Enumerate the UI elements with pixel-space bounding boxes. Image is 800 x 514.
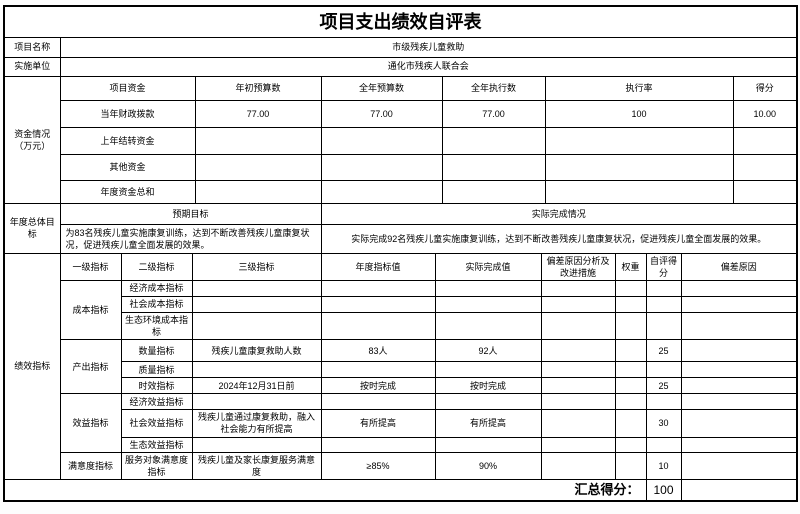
- indicators-section-label: 绩效指标: [5, 253, 61, 481]
- funds-header-initial: 年初预算数: [195, 76, 322, 101]
- funds-table: 资金情况（万元） 项目资金 年初预算数 全年预算数 全年执行数 执行率 得分 当…: [5, 76, 796, 204]
- info-table: 项目名称 市级残疾儿童救助 实施单位 通化市残疾人联合会: [5, 38, 796, 77]
- ind-actual: 90%: [435, 452, 542, 481]
- funds-header-rate: 执行率: [545, 76, 734, 101]
- table-row: 社会成本指标: [5, 296, 796, 314]
- summary-table: 汇总得分： 100: [5, 480, 796, 501]
- ind-header-analysis: 偏差原因分析及改进措施: [541, 253, 616, 282]
- fund-row-name: 年度资金总和: [60, 180, 196, 204]
- ind-l2: 经济成本指标: [121, 280, 193, 298]
- ind-score: 25: [646, 377, 682, 395]
- ind-header-weight: 权重: [615, 253, 647, 282]
- ind-l2: 时效指标: [121, 377, 193, 395]
- table-row: 生态环境成本指标: [5, 312, 796, 341]
- ind-l1-output: 产出指标: [60, 339, 122, 395]
- ind-l1-cost: 成本指标: [60, 280, 122, 341]
- table-row: 其他资金: [5, 154, 796, 181]
- table-row: 效益指标 经济效益指标: [5, 393, 796, 453]
- ind-header-actual: 实际完成值: [435, 253, 542, 282]
- fund-executed: 77.00: [442, 100, 546, 128]
- goal-actual-header: 实际完成情况: [321, 204, 796, 225]
- ind-target: 按时完成: [321, 377, 436, 395]
- ind-l1-satisfaction: 满意度指标: [60, 452, 122, 481]
- ind-l2: 经济效益指标: [121, 393, 193, 411]
- funds-header-score: 得分: [733, 76, 796, 101]
- indicators-table: 绩效指标 一级指标 二级指标 三级指标 年度指标值 实际完成值 偏差原因分析及改…: [5, 253, 796, 481]
- ind-l2: 服务对象满意度指标: [121, 452, 193, 481]
- goal-actual-text: 实际完成92名残疾儿童实施康复训练，达到不断改善残疾儿童康复状况，促进残疾儿童全…: [321, 224, 796, 254]
- ind-l2: 社会效益指标: [121, 409, 193, 438]
- fund-rate: 100: [545, 100, 734, 128]
- ind-l2: 生态效益指标: [121, 437, 193, 453]
- ind-score: 25: [646, 339, 682, 363]
- funds-section-label: 资金情况（万元）: [5, 76, 61, 204]
- table-row: 质量指标: [5, 361, 796, 379]
- summary-label: 汇总得分：: [5, 480, 647, 501]
- funds-header-executed: 全年执行数: [442, 76, 546, 101]
- ind-target: ≥85%: [321, 452, 436, 481]
- table-row: 上年结转资金: [5, 127, 796, 155]
- ind-header-l1: 一级指标: [60, 253, 122, 282]
- fund-row-name: 上年结转资金: [60, 127, 196, 155]
- fund-score: 10.00: [733, 100, 796, 128]
- fund-row-name: 其他资金: [60, 154, 196, 181]
- table-row: 成本指标 经济成本指标: [5, 280, 796, 341]
- ind-l2: 数量指标: [121, 339, 193, 363]
- ind-header-l2: 二级指标: [121, 253, 193, 282]
- goal-expected-header: 预期目标: [60, 204, 322, 225]
- ind-l2: 社会成本指标: [121, 296, 193, 314]
- goal-section-label: 年度总体目标: [5, 204, 61, 254]
- unit-label: 实施单位: [5, 57, 61, 77]
- goal-expected-text: 为83名残疾儿童实施康复训练，达到不断改善残疾儿童康复状况，促进残疾儿童全面发展…: [60, 224, 322, 254]
- page-title: 项目支出绩效自评表: [5, 7, 796, 38]
- table-row: 年度资金总和: [5, 180, 796, 204]
- project-name-value: 市级残疾儿童救助: [60, 38, 796, 58]
- unit-value: 通化市残疾人联合会: [60, 57, 796, 77]
- title-table: 项目支出绩效自评表: [5, 7, 796, 38]
- ind-l3: 残疾儿童通过康复救助，融入社会能力有所提高: [192, 409, 322, 438]
- summary-value: 100: [646, 480, 682, 501]
- ind-actual: 按时完成: [435, 377, 542, 395]
- table-row: 满意度指标 服务对象满意度指标 残疾儿童及家长康复服务满意度 ≥85% 90% …: [5, 452, 796, 481]
- table-row: 当年财政拨款 77.00 77.00 77.00 100 10.00: [5, 100, 796, 128]
- table-row: 时效指标 2024年12月31日前 按时完成 按时完成 25: [5, 377, 796, 395]
- ind-l3: 残疾儿童及家长康复服务满意度: [192, 452, 322, 481]
- ind-target: 有所提高: [321, 409, 436, 438]
- ind-header-score: 自评得分: [646, 253, 682, 282]
- self-evaluation-form: 项目支出绩效自评表 项目名称 市级残疾儿童救助 实施单位 通化市残疾人联合会 资…: [3, 5, 798, 503]
- fund-row-name: 当年财政拨款: [60, 100, 196, 128]
- table-row: 生态效益指标: [5, 437, 796, 453]
- ind-target: 83人: [321, 339, 436, 363]
- table-row: 产出指标 数量指标 残疾儿童康复救助人数 83人 92人 25: [5, 339, 796, 395]
- ind-l3: 2024年12月31日前: [192, 377, 322, 395]
- ind-actual: 有所提高: [435, 409, 542, 438]
- annual-goal-table: 年度总体目标 预期目标 实际完成情况 为83名残疾儿童实施康复训练，达到不断改善…: [5, 204, 796, 254]
- fund-initial: 77.00: [195, 100, 322, 128]
- ind-l2: 质量指标: [121, 361, 193, 379]
- ind-header-target: 年度指标值: [321, 253, 436, 282]
- ind-l2: 生态环境成本指标: [121, 312, 193, 341]
- project-name-label: 项目名称: [5, 38, 61, 58]
- fund-budget: 77.00: [321, 100, 443, 128]
- ind-actual: 92人: [435, 339, 542, 363]
- ind-score: 30: [646, 409, 682, 438]
- ind-score: 10: [646, 452, 682, 481]
- ind-l3: 残疾儿童康复救助人数: [192, 339, 322, 363]
- summary-reason-cell: [681, 480, 796, 500]
- table-row: 社会效益指标 残疾儿童通过康复救助，融入社会能力有所提高 有所提高 有所提高 3…: [5, 409, 796, 438]
- ind-l1-benefit: 效益指标: [60, 393, 122, 453]
- ind-header-reason: 偏差原因: [681, 253, 796, 282]
- ind-header-l3: 三级指标: [192, 253, 322, 282]
- funds-header-project: 项目资金: [60, 76, 196, 101]
- funds-header-budget: 全年预算数: [321, 76, 443, 101]
